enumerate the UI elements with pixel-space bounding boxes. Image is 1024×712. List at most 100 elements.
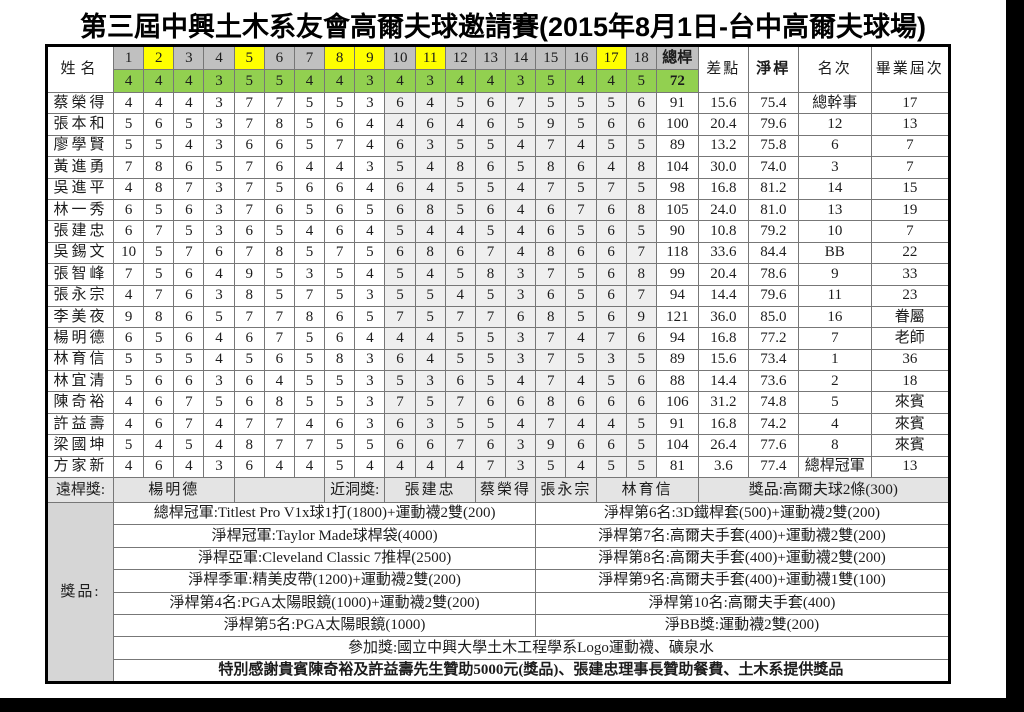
score-cell: 5 bbox=[203, 305, 235, 329]
rank-cell: 4 bbox=[797, 412, 872, 436]
score-cell: 7 bbox=[595, 327, 627, 350]
score-cell: 7 bbox=[263, 305, 295, 329]
score-cell: 3 bbox=[354, 91, 386, 115]
score-cell: 6 bbox=[444, 241, 476, 265]
net-cell: 79.6 bbox=[747, 284, 799, 307]
player-name: 張建忠 bbox=[46, 220, 114, 243]
player-row: 林宜清 5 6 6 3 6 4 5 5 3 5 3 6 5 4 7 4 5 6 88 14.4 73.6 2 18 bbox=[46, 370, 950, 393]
handicap-cell: 30.0 bbox=[697, 156, 749, 179]
prize-item: 淨桿季軍:精美皮帶(1200)+運動襪2雙(200) bbox=[112, 569, 537, 593]
score-cell: 6 bbox=[173, 305, 205, 329]
score-cell: 5 bbox=[474, 177, 507, 200]
score-cell: 5 bbox=[324, 263, 356, 286]
score-cell: 4 bbox=[173, 134, 205, 158]
score-cell: 4 bbox=[565, 455, 597, 479]
score-cell: 4 bbox=[444, 220, 476, 243]
rank-cell: 總幹事 bbox=[797, 91, 872, 115]
hole-header-4: 4 bbox=[203, 45, 235, 70]
player-row: 梁國坤 5 4 5 4 8 7 7 5 5 6 6 7 6 3 9 6 6 5 104 26.4 77.6 8 來賓 bbox=[46, 434, 950, 457]
prize-item: 淨桿第10名:高爾夫手套(400) bbox=[535, 591, 950, 615]
closest-pin-winner: 張永宗 bbox=[535, 477, 597, 504]
score-cell: 5 bbox=[595, 134, 627, 158]
score-cell: 6 bbox=[143, 391, 175, 414]
net-cell: 73.4 bbox=[747, 348, 799, 372]
player-name: 蔡榮得 bbox=[46, 91, 114, 115]
score-cell: 7 bbox=[112, 156, 145, 179]
score-cell: 7 bbox=[625, 284, 657, 307]
hole-header-11: 11 bbox=[414, 45, 446, 70]
score-cell: 4 bbox=[414, 91, 446, 115]
total-cell: 105 bbox=[655, 198, 699, 222]
score-cell: 4 bbox=[444, 284, 476, 307]
net-cell: 85.0 bbox=[747, 305, 799, 329]
player-row: 陳奇裕 4 6 7 5 6 8 5 5 3 7 5 7 6 6 8 6 6 6 106 31.2 74.8 5 來賓 bbox=[46, 391, 950, 414]
score-cell: 4 bbox=[505, 220, 537, 243]
score-cell: 5 bbox=[293, 370, 326, 393]
player-row: 黃進勇 7 8 6 5 7 6 4 4 3 5 4 8 6 5 8 6 4 8 104 30.0 74.0 3 7 bbox=[46, 156, 950, 179]
score-cell: 7 bbox=[112, 263, 145, 286]
rank-cell: 9 bbox=[797, 263, 872, 286]
net-cell: 75.4 bbox=[747, 91, 799, 115]
score-cell: 8 bbox=[143, 156, 175, 179]
hole-header-5: 5 bbox=[233, 45, 265, 70]
score-cell: 6 bbox=[595, 113, 627, 136]
score-cell: 6 bbox=[625, 370, 657, 393]
score-cell: 5 bbox=[414, 391, 446, 414]
score-cell: 5 bbox=[324, 455, 356, 479]
score-cell: 3 bbox=[203, 284, 235, 307]
score-cell: 5 bbox=[293, 134, 326, 158]
par-cell: 4 bbox=[173, 69, 205, 93]
player-row: 張本和 5 6 5 3 7 8 5 6 4 4 6 4 6 5 9 5 6 6 100 20.4 79.6 12 13 bbox=[46, 113, 950, 136]
hole-header-7: 7 bbox=[293, 45, 326, 70]
prize-item: 淨桿第8名:高爾夫手套(400)+運動襪2雙(200) bbox=[535, 546, 950, 571]
score-cell: 6 bbox=[474, 113, 507, 136]
score-cell: 6 bbox=[143, 370, 175, 393]
rank-cell: 總桿冠軍 bbox=[797, 455, 872, 479]
grad-cell: 36 bbox=[870, 348, 950, 372]
score-cell: 7 bbox=[535, 177, 567, 200]
score-cell: 8 bbox=[535, 305, 567, 329]
hole-header-2: 2 bbox=[143, 45, 175, 70]
handicap-cell: 36.0 bbox=[697, 305, 749, 329]
score-cell: 8 bbox=[625, 198, 657, 222]
net-cell: 79.2 bbox=[747, 220, 799, 243]
prize-item: 淨桿冠軍:Taylor Made球桿袋(4000) bbox=[112, 524, 537, 548]
score-cell: 7 bbox=[263, 327, 295, 350]
rank-cell: 12 bbox=[797, 113, 872, 136]
player-row: 蔡榮得 4 4 4 3 7 7 5 5 3 6 4 5 6 7 5 5 5 6 91 15.6 75.4 總幹事 17 bbox=[46, 91, 950, 115]
score-cell: 8 bbox=[233, 434, 265, 457]
handicap-cell: 16.8 bbox=[697, 327, 749, 350]
score-cell: 6 bbox=[595, 220, 627, 243]
player-name: 李美夜 bbox=[46, 305, 114, 329]
rank-cell: 2 bbox=[797, 370, 872, 393]
score-cell: 5 bbox=[384, 220, 416, 243]
total-par: 72 bbox=[655, 69, 699, 93]
score-cell: 6 bbox=[384, 177, 416, 200]
score-cell: 6 bbox=[565, 241, 597, 265]
score-cell: 5 bbox=[143, 263, 175, 286]
score-cell: 6 bbox=[595, 284, 627, 307]
player-name: 陳奇裕 bbox=[46, 391, 114, 414]
closest-pin-winner: 林育信 bbox=[595, 477, 699, 504]
hole-header-14: 14 bbox=[505, 45, 537, 70]
player-row: 張永宗 4 7 6 3 8 5 7 5 3 5 5 4 5 3 6 5 6 7 94 14.4 79.6 11 23 bbox=[46, 284, 950, 307]
total-cell: 99 bbox=[655, 263, 699, 286]
score-cell: 6 bbox=[595, 263, 627, 286]
prize-item: 淨BB獎:運動襪2雙(200) bbox=[535, 613, 950, 638]
par-cell: 4 bbox=[112, 69, 145, 93]
score-cell: 3 bbox=[505, 348, 537, 372]
score-cell: 5 bbox=[384, 284, 416, 307]
score-cell: 7 bbox=[293, 434, 326, 457]
par-cell: 4 bbox=[565, 69, 597, 93]
hole-header-8: 8 bbox=[324, 45, 356, 70]
score-cell: 5 bbox=[233, 348, 265, 372]
score-cell: 6 bbox=[324, 220, 356, 243]
score-cell: 7 bbox=[384, 305, 416, 329]
score-cell: 3 bbox=[354, 412, 386, 436]
score-cell: 6 bbox=[535, 220, 567, 243]
score-cell: 6 bbox=[384, 134, 416, 158]
score-cell: 8 bbox=[293, 305, 326, 329]
score-cell: 5 bbox=[112, 434, 145, 457]
score-cell: 5 bbox=[203, 391, 235, 414]
